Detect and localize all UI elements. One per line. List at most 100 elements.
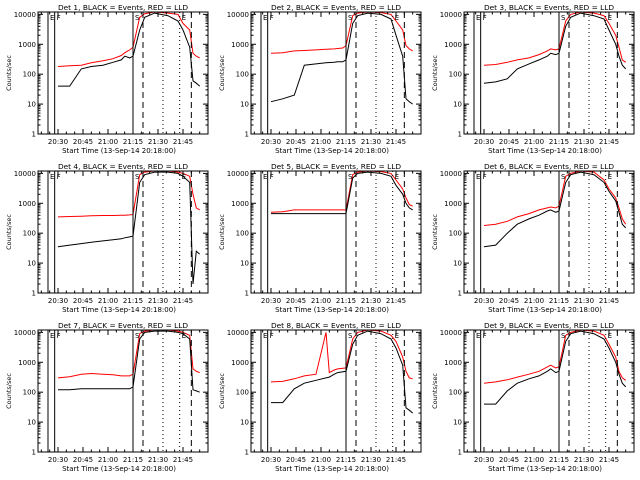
marker-label: E [50,173,54,181]
y-tick-label: 100 [449,230,462,238]
x-tick-label: 21:45 [386,297,406,305]
y-tick-label: 100 [23,389,36,397]
x-tick-label: 20:45 [499,456,519,464]
x-tick-label: 21:00 [311,138,331,146]
y-tick-label: 1 [245,131,249,139]
x-tick-label: 21:30 [361,297,381,305]
lld-rate-line [483,12,626,66]
y-axis-title: Counts/sec [5,373,13,409]
x-tick-label: 21:15 [123,297,143,305]
x-tick-label: 21:30 [148,456,168,464]
event-rate-line [271,330,414,414]
lld-rate-line [270,171,413,213]
marker-label: S [348,173,353,181]
x-tick-label: 21:00 [524,456,544,464]
lld-rate-line [270,12,413,54]
y-tick-label: 1 [458,131,462,139]
x-tick-label: 21:00 [98,456,118,464]
marker-label: F [57,14,61,22]
plot-frame [250,170,422,294]
marker-label: E [263,14,267,22]
marker-label: E [50,14,54,22]
x-tick-label: 20:45 [286,297,306,305]
panel-title: Det 3, BLACK = Events, RED = LLD [484,3,614,12]
y-axis-title: Counts/sec [5,214,13,250]
x-tick-label: 21:30 [574,138,594,146]
marker-label: E [182,332,186,340]
x-tick-label: 20:45 [73,297,93,305]
y-axis-title: Counts/sec [218,373,226,409]
x-tick-label: 21:15 [123,138,143,146]
y-tick-label: 10 [240,101,249,109]
marker-label: E [476,332,480,340]
marker-label: F [270,332,274,340]
x-tick-label: 20:30 [261,297,281,305]
x-axis-title: Start Time (13-Sep-14 20:18:00) [62,147,176,155]
y-tick-label: 1000 [231,359,249,367]
event-rate-line [271,171,413,215]
y-tick-label: 10 [453,101,462,109]
y-tick-label: 10000 [14,170,36,178]
y-tick-label: 10000 [440,170,462,178]
panel-title: Det 8, BLACK = Events, RED = LLD [271,321,401,330]
marker-label: F [270,14,274,22]
y-tick-label: 10 [453,419,462,427]
x-axis-title: Start Time (13-Sep-14 20:18:00) [275,465,389,473]
marker-label: F [483,332,487,340]
y-tick-label: 1 [32,131,36,139]
x-axis-title: Start Time (13-Sep-14 20:18:00) [62,306,176,314]
x-tick-label: 21:45 [599,138,619,146]
y-tick-label: 100 [23,230,36,238]
y-tick-label: 100 [236,71,249,79]
x-tick-label: 21:15 [336,297,356,305]
marker-label: E [395,332,399,340]
event-rate-line [484,330,627,405]
marker-label: E [263,173,267,181]
y-tick-label: 100 [23,71,36,79]
x-tick-label: 20:45 [286,138,306,146]
y-axis-title: Counts/sec [431,373,439,409]
event-rate-line [58,330,200,393]
x-tick-label: 21:15 [549,456,569,464]
x-tick-label: 20:45 [286,456,306,464]
marker-label: E [476,173,480,181]
x-tick-label: 21:00 [524,138,544,146]
plot-frame [250,329,422,453]
lld-rate-line [483,171,627,226]
x-tick-label: 20:30 [48,297,68,305]
lld-rate-line [57,12,200,67]
event-rate-line [483,12,627,84]
marker-label: E [263,332,267,340]
y-tick-label: 10000 [227,170,249,178]
x-tick-label: 20:30 [474,456,494,464]
x-tick-label: 21:15 [549,138,569,146]
x-tick-label: 21:45 [173,138,193,146]
y-tick-label: 1 [245,449,249,457]
y-tick-label: 10 [27,260,36,268]
x-tick-label: 21:15 [123,456,143,464]
x-tick-label: 21:45 [173,456,193,464]
marker-label: E [395,173,399,181]
event-rate-line [270,12,413,105]
x-tick-label: 20:45 [499,138,519,146]
marker-label: E [476,14,480,22]
x-tick-label: 21:00 [311,456,331,464]
y-tick-label: 1000 [444,41,462,49]
y-tick-label: 1000 [18,359,36,367]
x-tick-label: 20:30 [261,456,281,464]
plot-frame [250,11,422,135]
x-tick-label: 21:30 [574,297,594,305]
event-rate-line [58,12,201,87]
y-tick-label: 10 [27,101,36,109]
marker-label: F [57,173,61,181]
marker-label: F [483,173,487,181]
y-tick-label: 10000 [14,329,36,337]
marker-label: S [135,173,140,181]
plot-frame [463,170,635,294]
panel-title: Det 7, BLACK = Events, RED = LLD [58,321,188,330]
